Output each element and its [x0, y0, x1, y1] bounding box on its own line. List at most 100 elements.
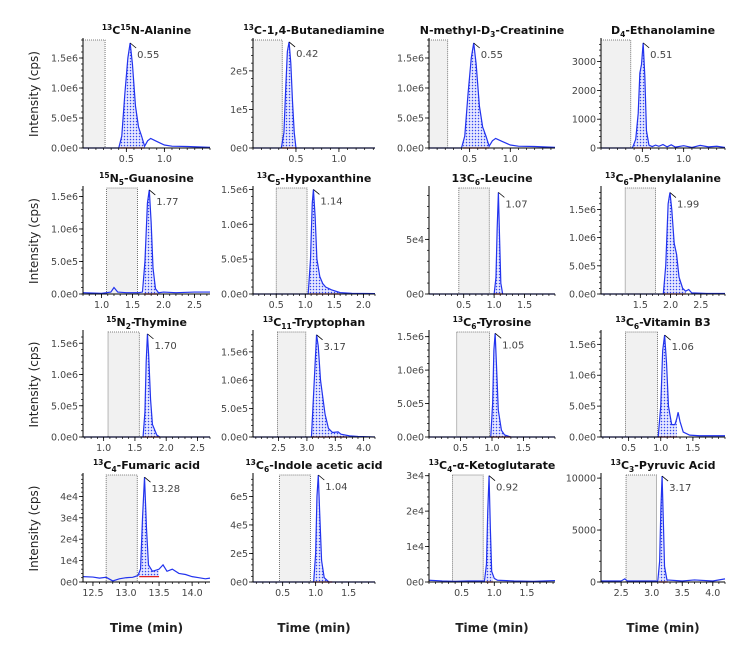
chromatogram-panel: 13C6-Leucine 0.5 1.0 1.5 0e0 5e4 1.07: [406, 172, 556, 311]
y-tick-label: 0.0e0: [397, 144, 424, 155]
integrated-peak-area: [313, 475, 333, 582]
peak-rt-label: 1.04: [325, 482, 347, 493]
title-segment: -Creatinine: [495, 24, 564, 37]
chromatogram-panel: 15N5-Guanosine 1.0 1.5 2.0 2.5 0.0e0 5.0e5 1.0e…: [51, 171, 210, 311]
peak-leader-line: [498, 192, 505, 198]
y-axis-label: Intensity (cps): [27, 486, 41, 572]
integrated-peak-area: [282, 41, 296, 148]
title-segment: 13: [429, 458, 439, 467]
peak-rt-label: 3.17: [324, 342, 346, 353]
x-tick-label: 12.5: [82, 588, 103, 599]
x-tick-label: 4.0: [705, 588, 720, 599]
x-tick-label: 0.5: [454, 588, 469, 599]
y-tick-label: 5.0e5: [221, 404, 248, 415]
y-tick-label: 1.5e6: [569, 205, 596, 216]
integrated-peak-area: [143, 333, 160, 437]
peak-leader-line: [494, 333, 502, 339]
title-segment: -α-Ketoglutarate: [452, 459, 555, 472]
chromatogram-panel: 13C6-Phenylalanine 1.5 2.0 2.5 0.0e0 5.0e5 1.0…: [569, 171, 726, 311]
title-segment: 13: [93, 458, 103, 467]
excluded-region: [105, 474, 138, 583]
y-tick-label: 5.0e5: [51, 401, 78, 412]
panel-title: 13C6-Vitamin B3: [615, 315, 710, 331]
excluded-region: [458, 187, 490, 295]
y-tick-label: 0e0: [60, 578, 78, 589]
title-segment: N: [110, 172, 119, 185]
x-axis-label: Time (min): [626, 621, 699, 635]
title-segment: 13: [243, 23, 253, 32]
excluded-region: [452, 474, 484, 583]
y-tick-label: 1.5e6: [569, 340, 596, 351]
x-tick-label: 1.5: [633, 300, 648, 311]
chromatogram-trace: [601, 42, 726, 149]
chromatogram-trace: [428, 475, 556, 582]
peak-leader-line: [129, 42, 137, 49]
y-tick-label: 0.0e0: [569, 433, 596, 444]
chromatogram-trace: [83, 333, 210, 438]
peak-rt-label: 0.51: [650, 50, 672, 61]
chromatogram-trace: [601, 192, 725, 295]
x-tick-label: 0.5: [119, 154, 134, 165]
panel-title: 13C4-α-Ketoglutarate: [429, 458, 556, 474]
x-axis-label: Time (min): [110, 621, 183, 635]
chromatogram-trace: [253, 334, 376, 438]
peak-leader-line: [147, 333, 154, 340]
title-segment: -Indole acetic acid: [269, 459, 382, 472]
y-tick-label: 0.0e0: [221, 433, 248, 444]
y-tick-label: 0.0e0: [221, 290, 248, 301]
chromatogram-trace: [83, 42, 211, 149]
peak-leader-line: [661, 475, 669, 482]
title-segment: 5: [119, 178, 124, 187]
y-tick-label: 0: [590, 144, 596, 155]
peak-leader-line: [318, 474, 325, 481]
panel-title: 13C11-Tryptophan: [263, 315, 365, 331]
x-tick-label: 1.0: [157, 154, 172, 165]
y-tick-label: 2e5: [230, 549, 248, 560]
x-tick-label: 0.5: [456, 300, 471, 311]
peak-rt-label: 1.06: [672, 342, 694, 353]
title-segment: 13: [102, 23, 112, 32]
y-tick-label: 0.0e0: [51, 433, 78, 444]
x-tick-label: 0.5: [288, 154, 303, 165]
x-tick-label: 4.0: [356, 443, 371, 454]
x-tick-label: 2.5: [271, 443, 286, 454]
y-tick-label: 5.0e5: [569, 261, 596, 272]
chromatogram-panel: 13C3-Pyruvic Acid 2.5 3.0 3.5 4.0 0 5000 10000 3…: [566, 458, 726, 599]
chromatogram-trace: [429, 192, 555, 295]
x-tick-label: 1.5: [516, 443, 531, 454]
x-tick-label: 1.5: [517, 300, 532, 311]
title-segment: 4: [111, 465, 116, 474]
chromatogram-trace: [429, 333, 555, 438]
title-segment: 3: [629, 465, 634, 474]
x-tick-label: 1.0: [487, 300, 502, 311]
chromatogram-panel: 13C5-Hypoxanthine 0.5 1.0 1.5 2.0 0.0e0 5.0e5 1…: [221, 171, 376, 311]
y-tick-label: 0e0: [230, 144, 248, 155]
panel-title: 13C5-Hypoxanthine: [257, 171, 372, 187]
y-tick-label: 1.5e6: [221, 347, 248, 358]
title-segment: 13C: [451, 172, 474, 185]
y-tick-label: 1.0e6: [221, 376, 248, 387]
x-tick-label: 14.0: [182, 588, 203, 599]
x-tick-label: 1.0: [331, 154, 346, 165]
title-segment: 3: [490, 30, 495, 39]
peak-leader-line: [149, 189, 156, 196]
y-tick-label: 5.0e5: [51, 114, 78, 125]
y-tick-label: 1.0e6: [397, 366, 424, 377]
y-tick-label: 5.0e5: [569, 402, 596, 413]
peak-leader-line: [488, 475, 496, 482]
chromatogram-trace: [82, 477, 211, 582]
y-tick-label: 4e5: [230, 520, 248, 531]
y-tick-label: 0.0e0: [569, 290, 596, 301]
y-tick-label: 6e5: [230, 492, 248, 503]
title-segment: 6: [471, 322, 476, 331]
panel-title: 13C6-Leucine: [451, 172, 532, 187]
y-tick-label: 0e0: [406, 290, 424, 301]
integrated-peak-area: [634, 42, 651, 148]
panel-title: 13C15N-Alanine: [102, 23, 191, 37]
y-tick-label: 1.0e6: [569, 233, 596, 244]
chromatogram-panel: D4-Ethanolamine 0.5 1.0 0 1000 2000 3000 0.51: [572, 24, 726, 165]
x-tick-label: 3.5: [328, 443, 343, 454]
y-tick-label: 1.0e6: [51, 224, 78, 235]
title-segment: 2: [126, 322, 131, 331]
title-segment: C: [112, 24, 120, 37]
